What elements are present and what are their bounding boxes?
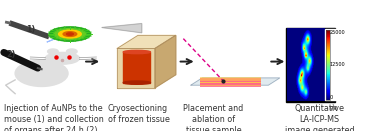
- Text: ablation of: ablation of: [192, 115, 235, 124]
- Text: g/g: g/g: [330, 105, 338, 110]
- Bar: [286, 28, 335, 102]
- Ellipse shape: [67, 49, 77, 54]
- Polygon shape: [155, 35, 176, 88]
- Ellipse shape: [123, 81, 150, 84]
- Text: 0: 0: [330, 95, 333, 100]
- Polygon shape: [191, 78, 280, 85]
- Text: mouse (1) and collection: mouse (1) and collection: [4, 115, 104, 124]
- Text: tissue sample: tissue sample: [186, 126, 242, 131]
- Circle shape: [54, 29, 86, 40]
- Text: of frozen tissue: of frozen tissue: [108, 115, 170, 124]
- Ellipse shape: [123, 50, 150, 54]
- Ellipse shape: [45, 52, 79, 64]
- Text: LA-ICP-MS: LA-ICP-MS: [299, 115, 339, 124]
- Text: 12500: 12500: [330, 62, 345, 67]
- Polygon shape: [117, 35, 176, 48]
- Text: 25000: 25000: [330, 30, 345, 35]
- Text: Quantitative: Quantitative: [294, 104, 344, 113]
- Circle shape: [49, 27, 91, 41]
- Text: Injection of AuNPs to the: Injection of AuNPs to the: [4, 104, 102, 113]
- Circle shape: [59, 30, 81, 38]
- Text: Placement and: Placement and: [183, 104, 244, 113]
- Bar: [326, 30, 330, 100]
- Circle shape: [63, 32, 77, 36]
- Text: of organs after 24 h (2): of organs after 24 h (2): [4, 126, 97, 131]
- Ellipse shape: [15, 60, 68, 86]
- Text: image generated: image generated: [285, 126, 354, 131]
- Text: 2): 2): [7, 50, 16, 59]
- Polygon shape: [123, 52, 150, 83]
- Bar: [325, 29, 337, 100]
- Ellipse shape: [48, 49, 58, 54]
- Polygon shape: [117, 48, 155, 88]
- Text: 1): 1): [26, 25, 35, 34]
- Circle shape: [67, 33, 73, 35]
- Text: Cryosectioning: Cryosectioning: [108, 104, 168, 113]
- Polygon shape: [102, 24, 142, 33]
